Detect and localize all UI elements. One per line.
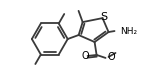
Text: S: S — [100, 12, 107, 22]
Text: O: O — [81, 51, 89, 61]
Text: NH₂: NH₂ — [121, 27, 138, 36]
Text: O: O — [107, 52, 115, 62]
